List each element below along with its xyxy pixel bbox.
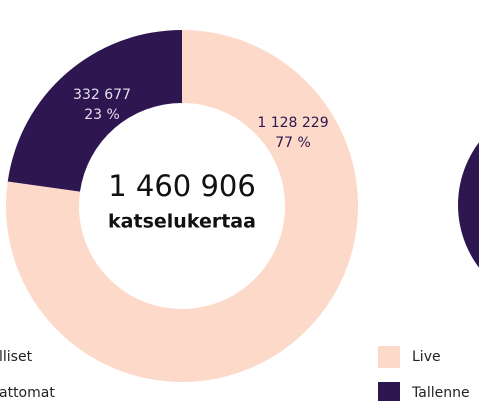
donut-slice — [5, 30, 359, 382]
legend-swatch — [378, 346, 400, 368]
legend-label: attomat — [0, 385, 55, 401]
value-label: 1 128 229 — [257, 115, 328, 131]
partial-donut — [458, 142, 479, 268]
value-label: 332 677 — [73, 87, 131, 103]
percent-label: 23 % — [84, 107, 120, 123]
legend-swatch — [378, 382, 400, 401]
legend-label: Live — [412, 349, 441, 365]
legend-label: Tallenne — [411, 385, 470, 401]
percent-label: 77 % — [275, 135, 311, 151]
total: 1 460 906 — [108, 169, 256, 203]
donut-slice — [7, 29, 183, 192]
total-caption: katselukertaa — [108, 211, 256, 233]
legend-label: lliset — [0, 349, 33, 365]
